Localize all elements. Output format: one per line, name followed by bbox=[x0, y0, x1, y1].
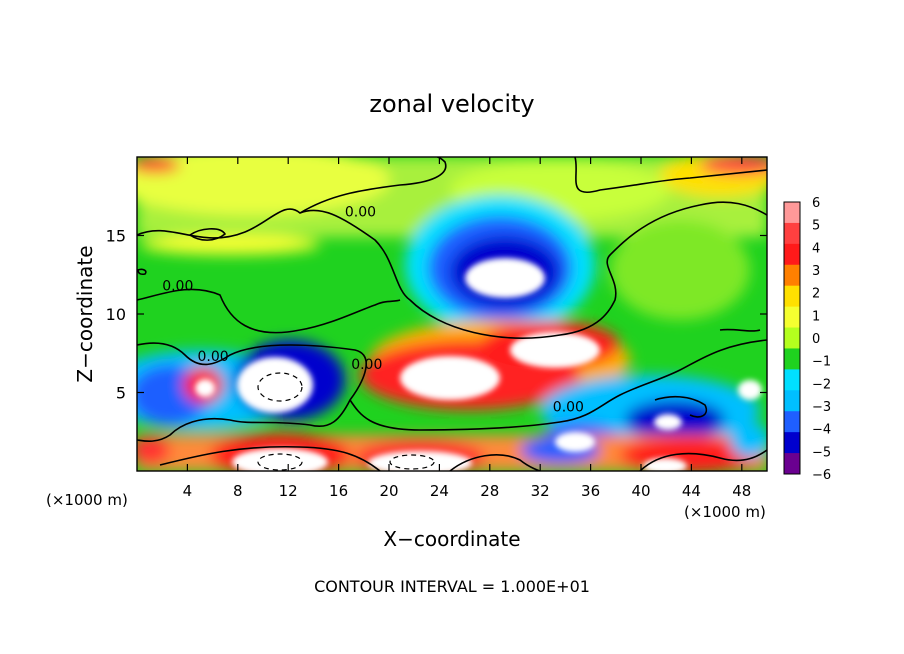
contour-label: 0.00 bbox=[553, 399, 584, 415]
colorbar: 6 5 4 3 2 1 0 −1 −2 −3 −4 −5 −6 bbox=[783, 196, 831, 483]
y-axis: 5 10 15 bbox=[106, 227, 767, 403]
colorbar-tick-label: 3 bbox=[812, 264, 820, 279]
colorbar-tick-label: −5 bbox=[812, 445, 831, 460]
y-tick-label: 15 bbox=[106, 227, 126, 246]
x-unit-right: (×1000 m) bbox=[684, 503, 766, 521]
colorbar-tick-label: 4 bbox=[812, 241, 820, 256]
colorbar-swatch bbox=[784, 453, 800, 475]
colorbar-frame bbox=[783, 201, 801, 475]
x-tick-label: 44 bbox=[682, 482, 701, 500]
x-tick-label: 32 bbox=[531, 482, 550, 500]
colorbar-swatch bbox=[784, 432, 800, 454]
contour-labels: 0.00 0.00 0.00 0.00 0.00 bbox=[162, 205, 584, 416]
contour-lines bbox=[137, 157, 767, 471]
colorbar-swatch bbox=[784, 202, 800, 224]
colorbar-swatch bbox=[784, 327, 800, 349]
chart-title: zonal velocity bbox=[369, 90, 534, 118]
y-tick-label: 5 bbox=[116, 384, 126, 403]
y-axis-label: Z−coordinate bbox=[73, 245, 97, 382]
colorbar-tick-label: −2 bbox=[812, 377, 831, 392]
colorbar-swatch bbox=[784, 306, 800, 329]
colorbar-swatch bbox=[784, 264, 800, 287]
colorbar-swatch bbox=[784, 243, 800, 266]
x-tick-label: 36 bbox=[581, 482, 600, 500]
contour-label: 0.00 bbox=[351, 357, 382, 373]
x-tick-label: 12 bbox=[279, 482, 298, 500]
colorbar-tick-label: −6 bbox=[812, 468, 831, 483]
x-tick-label: 24 bbox=[430, 482, 449, 500]
x-axis-label: X−coordinate bbox=[383, 527, 520, 551]
colorbar-tick-label: 1 bbox=[812, 309, 820, 324]
x-tick-label: 20 bbox=[379, 482, 398, 500]
colorbar-swatch bbox=[784, 411, 800, 433]
x-unit-left: (×1000 m) bbox=[46, 491, 128, 509]
contour-label: 0.00 bbox=[197, 349, 228, 365]
colorbar-tick-label: −1 bbox=[812, 355, 831, 370]
colorbar-tick-label: −4 bbox=[812, 423, 831, 438]
contour-label: 0.00 bbox=[345, 205, 376, 221]
contour-interval-note: CONTOUR INTERVAL = 1.000E+01 bbox=[314, 577, 590, 596]
colorbar-tick-label: 0 bbox=[812, 332, 820, 347]
y-tick-label: 10 bbox=[106, 305, 126, 324]
colorbar-swatch bbox=[784, 369, 800, 391]
colorbar-tick-label: 6 bbox=[812, 196, 820, 211]
colorbar-swatch bbox=[784, 348, 800, 370]
x-tick-label: 48 bbox=[732, 482, 751, 500]
contour-label: 0.00 bbox=[162, 278, 193, 294]
x-tick-label: 16 bbox=[329, 482, 348, 500]
x-axis: 4 8 12 16 20 24 28 32 36 40 44 48 bbox=[183, 157, 751, 500]
x-tick-label: 4 bbox=[183, 482, 193, 500]
x-tick-label: 28 bbox=[480, 482, 499, 500]
colorbar-tick-label: 5 bbox=[812, 219, 820, 234]
negative-contours bbox=[257, 372, 435, 471]
colorbar-swatch bbox=[784, 222, 800, 245]
x-tick-label: 8 bbox=[233, 482, 243, 500]
colorbar-swatch bbox=[784, 390, 800, 412]
colorbar-swatch bbox=[784, 285, 800, 308]
colorbar-tick-label: 2 bbox=[812, 287, 820, 302]
heatmap-field: 0.00 0.00 0.00 0.00 0.00 bbox=[137, 157, 767, 471]
x-tick-label: 40 bbox=[631, 482, 650, 500]
colorbar-tick-label: −3 bbox=[812, 400, 831, 415]
